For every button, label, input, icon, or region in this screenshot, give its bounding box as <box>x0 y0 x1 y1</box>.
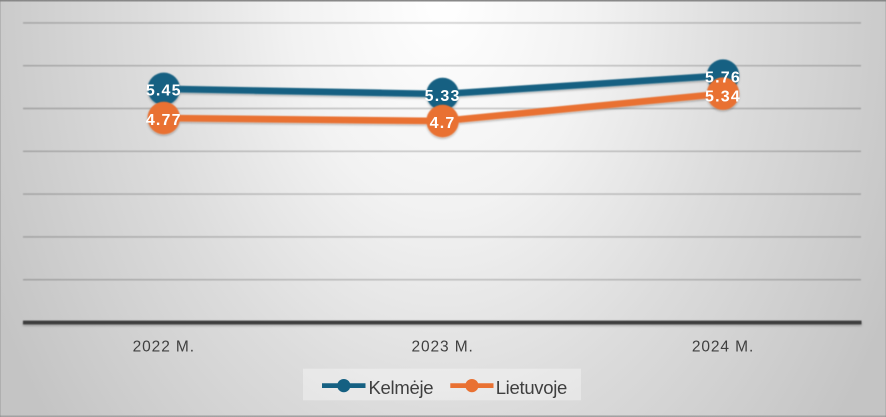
svg-text:2023 M.: 2023 M. <box>411 338 473 355</box>
svg-text:5.45: 5.45 <box>146 83 182 100</box>
svg-text:2022 M.: 2022 M. <box>133 338 195 355</box>
svg-text:2024 M.: 2024 M. <box>692 338 754 355</box>
svg-text:Lietuvoje: Lietuvoje <box>496 377 567 398</box>
svg-text:5.76: 5.76 <box>705 69 741 86</box>
svg-text:4.7: 4.7 <box>430 115 456 132</box>
svg-text:4.77: 4.77 <box>146 112 182 129</box>
svg-text:5.33: 5.33 <box>425 88 461 105</box>
svg-text:5.34: 5.34 <box>705 88 741 105</box>
svg-text:Kelmėje: Kelmėje <box>369 377 434 398</box>
